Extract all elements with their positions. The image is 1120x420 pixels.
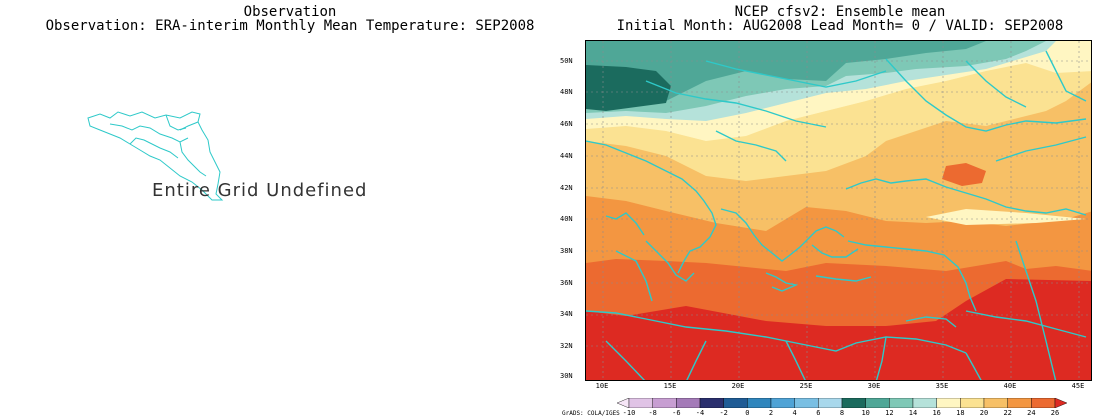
colorbar-swatch [1007, 398, 1032, 408]
lon-label-35e: 35E [935, 382, 949, 390]
colorbar-swatch [1031, 398, 1056, 408]
colorbar-swatch [889, 398, 914, 408]
colorbar-swatch [747, 398, 772, 408]
band-8-10 [586, 65, 671, 111]
lat-label-44n: 44N [560, 152, 573, 160]
colorbar-swatch [1054, 398, 1067, 408]
colorbar-swatch [676, 398, 701, 408]
lon-label-45e: 45E [1071, 382, 1085, 390]
colorbar-swatch [912, 398, 937, 408]
temperature-map [585, 40, 1092, 381]
colorbar-label: 14 [908, 409, 918, 417]
lat-label-48n: 48N [560, 88, 573, 96]
colorbar-label: -6 [672, 409, 681, 417]
lat-label-32n: 32N [560, 342, 573, 350]
colorbar-label: 6 [816, 409, 821, 417]
lat-label-42n: 42N [560, 184, 573, 192]
left-panel-subtitle: Observation: ERA-interim Monthly Mean Te… [45, 18, 535, 34]
colorbar-label: 22 [1003, 409, 1012, 417]
colorbar-label: 12 [885, 409, 894, 417]
coastlines [586, 50, 1087, 380]
grads-credit: GrADS: COLA/IGES [562, 410, 620, 417]
lat-label-40n: 40N [560, 215, 573, 223]
lat-label-34n: 34N [560, 310, 573, 318]
colorbar-label: -10 [622, 409, 636, 417]
warm-spot [942, 163, 986, 186]
left-coastline-outline [87, 111, 224, 201]
colorbar-swatch [936, 398, 961, 408]
cool-wedge [926, 209, 1086, 225]
right-panel-title: NCEP cfsv2: Ensemble mean [734, 4, 946, 20]
colorbar-label: 10 [861, 409, 870, 417]
lat-label-36n: 36N [560, 279, 573, 287]
colorbar-swatch [818, 398, 843, 408]
colorbar [617, 398, 1067, 408]
colorbar-label: 26 [1050, 409, 1060, 417]
lon-label-25e: 25E [799, 382, 813, 390]
lon-label-40e: 40E [1003, 382, 1017, 390]
lon-label-15e: 15E [663, 382, 677, 390]
right-panel-subtitle: Initial Month: AUG2008 Lead Month= 0 / V… [616, 18, 1064, 34]
colorbar-swatch [617, 398, 630, 408]
colorbar-label: -4 [695, 409, 705, 417]
band-10-12 [586, 41, 986, 103]
colorbar-label: 8 [839, 409, 845, 417]
colorbar-label: -8 [648, 409, 657, 417]
colorbar-label: 16 [932, 409, 941, 417]
colorbar-label: 20 [979, 409, 989, 417]
lat-label-46n: 46N [560, 120, 573, 128]
lon-label-20e: 20E [731, 382, 745, 390]
colorbar-label: 0 [745, 409, 750, 417]
colorbar-swatch [628, 398, 653, 408]
colorbar-swatch [841, 398, 866, 408]
lat-label-30n: 30N [560, 372, 573, 380]
colorbar-label: 2 [768, 409, 774, 417]
colorbar-swatch [865, 398, 890, 408]
colorbar-label: 18 [956, 409, 965, 417]
left-panel-title: Observation [243, 4, 337, 20]
lat-label-50n: 50N [560, 57, 573, 65]
colorbar-swatch [983, 398, 1008, 408]
colorbar-swatch [723, 398, 748, 408]
lon-label-30e: 30E [867, 382, 881, 390]
colorbar-swatch [652, 398, 677, 408]
colorbar-swatch [770, 398, 795, 408]
colorbar-swatch [699, 398, 724, 408]
colorbar-swatch [960, 398, 985, 408]
lon-label-10e: 10E [595, 382, 609, 390]
colorbar-label: 4 [792, 409, 797, 417]
colorbar-label: -2 [719, 409, 728, 417]
undefined-grid-message: Entire Grid Undefined [152, 180, 368, 201]
colorbar-swatch [794, 398, 819, 408]
lat-label-38n: 38N [560, 247, 573, 255]
colorbar-label: 24 [1027, 409, 1036, 417]
